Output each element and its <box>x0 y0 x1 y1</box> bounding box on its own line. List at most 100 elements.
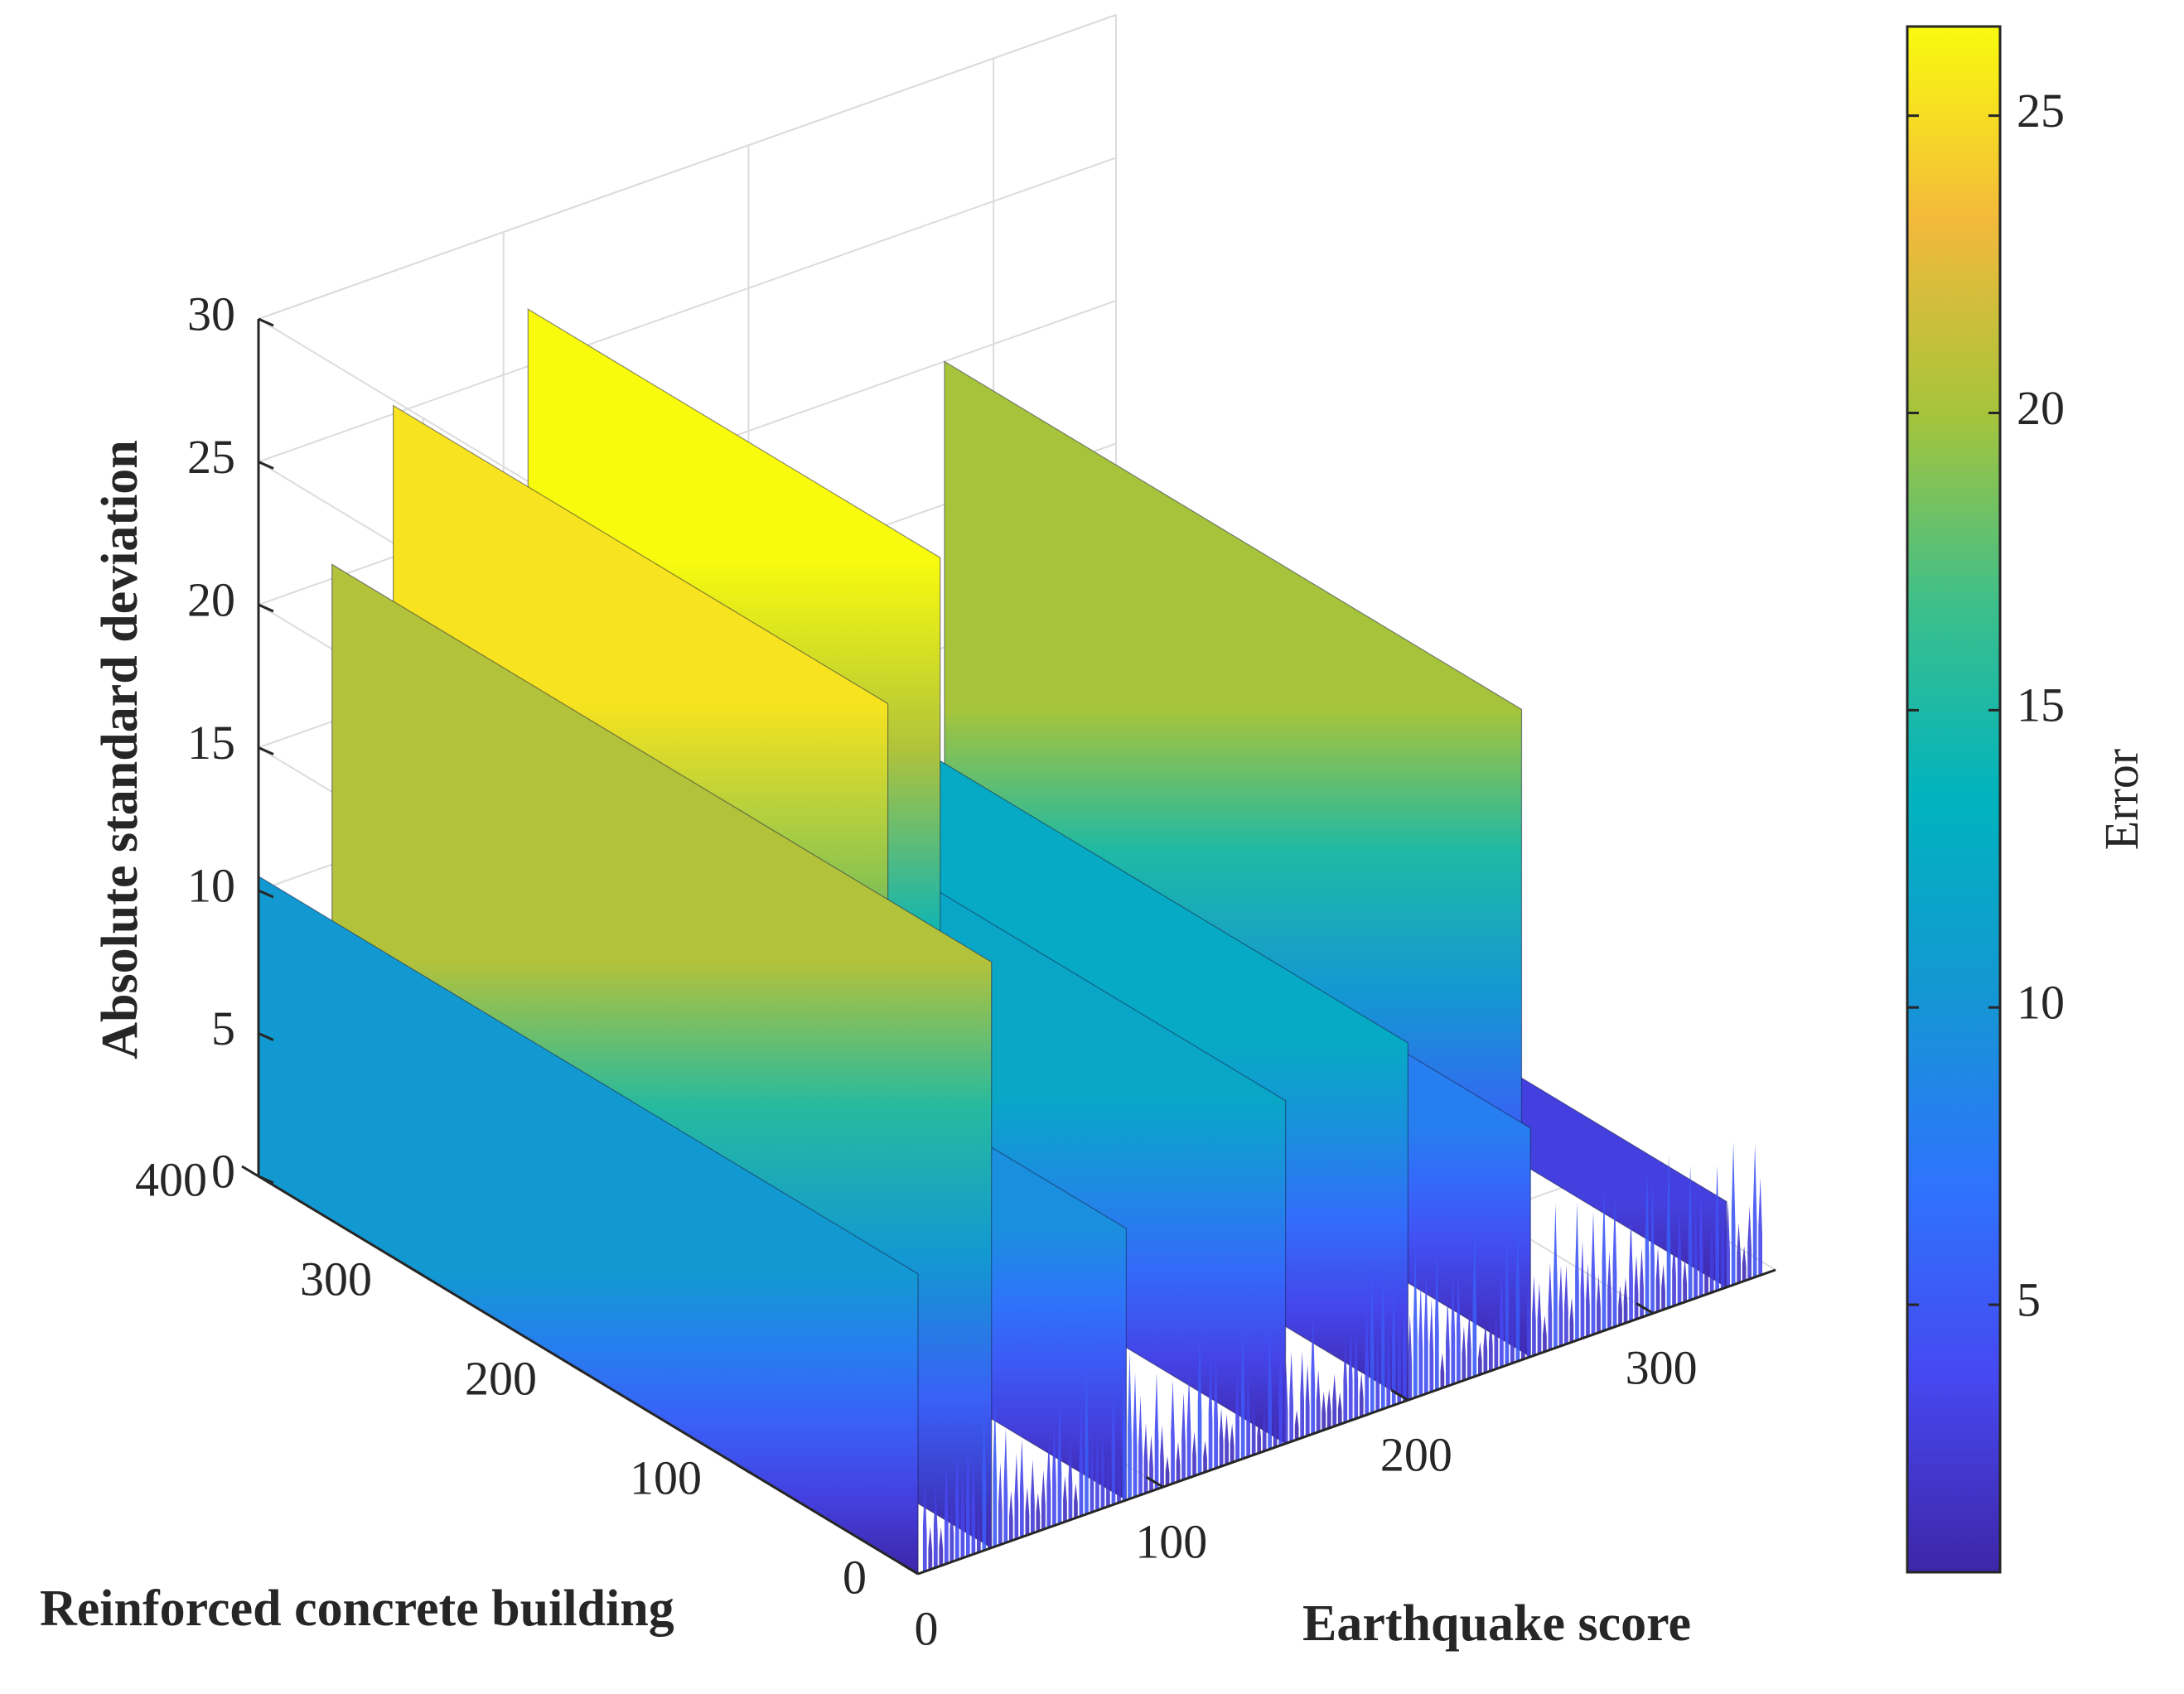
y-tick <box>571 1363 589 1377</box>
noise-spike <box>1322 1391 1326 1431</box>
noise-spike <box>1278 1336 1283 1446</box>
noise-spike <box>1467 1309 1471 1379</box>
noise-spike <box>1025 1486 1030 1537</box>
y-tick-label: 200 <box>465 1351 537 1405</box>
noise-spike <box>1457 1267 1461 1383</box>
noise-spike <box>1326 1388 1331 1429</box>
noise-spike <box>1623 1277 1628 1324</box>
noise-spike <box>1683 1257 1687 1303</box>
noise-spike <box>1629 1217 1633 1322</box>
noise-spike <box>1737 1222 1741 1284</box>
noise-spike <box>1483 1320 1488 1373</box>
noise-spike <box>1618 1285 1622 1326</box>
noise-spike <box>1192 1431 1196 1477</box>
colorbar-gradient <box>1906 25 2002 1574</box>
noise-spike <box>1262 1392 1267 1452</box>
z-tick <box>258 889 274 899</box>
z-tick-label: 20 <box>187 572 235 626</box>
noise-spike <box>1208 1350 1213 1471</box>
noise-spike <box>993 1395 998 1547</box>
x-tick <box>1145 1475 1164 1489</box>
noise-spike <box>1402 1291 1407 1402</box>
noise-spike <box>988 1504 992 1550</box>
noise-spike <box>1704 1254 1708 1296</box>
noise-spike <box>1268 1319 1272 1450</box>
noise-spike <box>1446 1297 1450 1388</box>
noise-spike <box>1348 1322 1353 1421</box>
noise-spike <box>1014 1453 1019 1540</box>
noise-spike <box>1283 1363 1288 1445</box>
noise-spike <box>1742 1246 1747 1282</box>
noise-spike <box>1494 1301 1499 1370</box>
noise-spike <box>1031 1459 1035 1534</box>
noise-spike <box>1197 1330 1202 1475</box>
noise-spike <box>1726 1201 1730 1288</box>
noise-spike <box>1214 1354 1218 1470</box>
noise-spike <box>1602 1188 1607 1332</box>
noise-spike <box>1391 1275 1396 1407</box>
noise-spike <box>1472 1224 1477 1378</box>
noise-spike <box>1203 1440 1207 1473</box>
noise-spike <box>1176 1441 1181 1483</box>
noise-spike <box>1370 1267 1375 1414</box>
noise-spike <box>1537 1282 1542 1354</box>
colorbar-tick-label: 15 <box>2017 678 2065 732</box>
noise-spike <box>1117 1439 1121 1503</box>
noise-spike <box>1143 1422 1148 1494</box>
noise-spike <box>1095 1425 1099 1512</box>
noise-spike <box>1429 1298 1434 1393</box>
noise-spike <box>966 1441 970 1557</box>
noise-spike <box>944 1459 949 1565</box>
noise-spike <box>1413 1243 1418 1398</box>
noise-spike <box>1386 1314 1391 1408</box>
noise-spike <box>1720 1202 1725 1290</box>
z-tick-label: 30 <box>187 287 235 340</box>
noise-spike <box>1607 1251 1611 1330</box>
noise-spike <box>1500 1261 1504 1368</box>
z-axis-title: Absolute standard deviation <box>92 440 148 1059</box>
noise-spike <box>1553 1203 1558 1349</box>
noise-spike <box>1354 1322 1359 1420</box>
noise-spike <box>1100 1421 1105 1509</box>
noise-spike <box>1036 1492 1041 1532</box>
z-tick-label: 5 <box>211 1001 235 1055</box>
noise-spike <box>1122 1361 1127 1502</box>
noise-spike <box>1752 1143 1757 1278</box>
noise-spike <box>1640 1247 1644 1319</box>
noise-spike <box>1300 1351 1304 1439</box>
noise-spike <box>1650 1183 1655 1315</box>
noise-spike <box>1731 1141 1736 1286</box>
axes <box>241 317 1776 1576</box>
noise-spike <box>1106 1444 1110 1508</box>
noise-spike <box>1489 1312 1493 1372</box>
noise-spike <box>1677 1204 1682 1305</box>
noise-spike <box>1747 1205 1752 1280</box>
noise-spike <box>1505 1229 1510 1366</box>
noise-spike <box>1046 1438 1051 1528</box>
noise-spike <box>1532 1275 1536 1357</box>
colorbar-title: Error <box>2095 749 2148 850</box>
noise-spike <box>1128 1351 1132 1500</box>
y-tick <box>241 1165 259 1178</box>
noise-spike <box>1418 1283 1423 1397</box>
y-tick-label: 100 <box>630 1450 702 1504</box>
z-tick-label: 25 <box>187 430 235 484</box>
noise-spike <box>1251 1390 1256 1456</box>
y-tick-label: 0 <box>843 1550 867 1604</box>
y-tick <box>406 1264 424 1277</box>
noise-spike <box>1397 1304 1402 1404</box>
noise-spike <box>1715 1165 1719 1291</box>
noise-spike <box>1305 1363 1310 1437</box>
noise-spike <box>1365 1301 1370 1416</box>
noise-spike <box>1591 1211 1596 1335</box>
noise-spike <box>1569 1297 1574 1344</box>
noise-spike <box>1052 1419 1056 1527</box>
colorbar-tick-label: 20 <box>2017 381 2065 435</box>
noise-spike <box>954 1446 959 1561</box>
colorbar-tick-label: 10 <box>2017 976 2065 1030</box>
noise-spike <box>1225 1414 1229 1465</box>
noise-spike <box>1451 1271 1456 1385</box>
z-tick <box>258 461 274 470</box>
noise-spike <box>939 1527 944 1566</box>
noise-spike <box>1041 1470 1046 1531</box>
